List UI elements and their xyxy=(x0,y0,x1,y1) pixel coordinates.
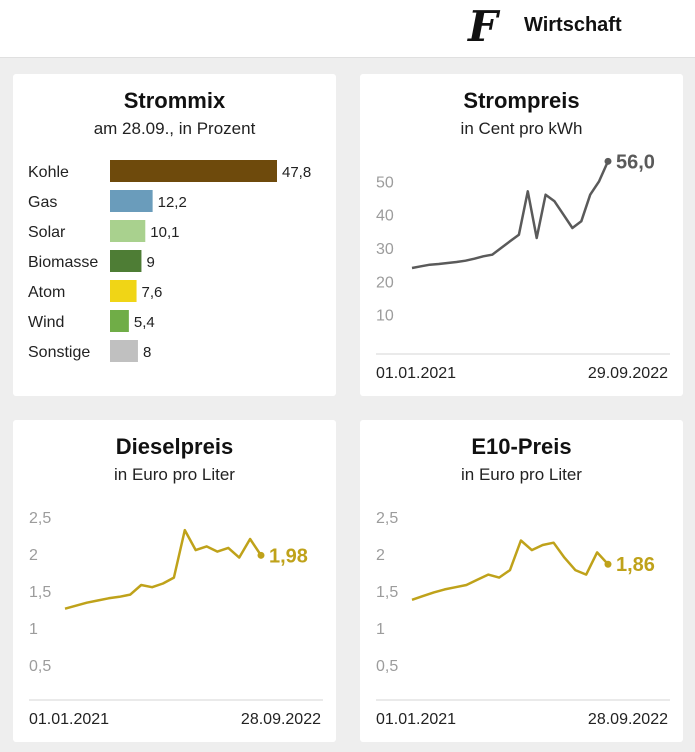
bar-nuclear xyxy=(110,280,137,302)
e10-chart: 0,5 1 1,5 2 2,5 01.01.2021 28.09.2022 1,86 xyxy=(376,510,670,728)
bar-value-label: 5,4 xyxy=(134,314,155,331)
bar-biomass xyxy=(110,250,142,272)
bar-value-label: 8 xyxy=(143,344,151,361)
series-end-dot xyxy=(604,157,612,165)
bar-value-label: 12,2 xyxy=(158,194,187,211)
y-tick-label: 2,5 xyxy=(376,510,398,527)
y-tick-label: 0,5 xyxy=(376,658,398,675)
bar-coal xyxy=(110,160,277,182)
bar-other xyxy=(110,340,138,362)
strommix-card: Strommix am 28.09., in Prozent Kohle 47,8… xyxy=(13,74,336,396)
series-line xyxy=(411,539,609,601)
series-end-label: 1,98 xyxy=(269,545,308,567)
y-tick-label: 2 xyxy=(29,547,38,564)
bar-category-label: Biomasse xyxy=(28,254,98,271)
x-tick-label-start: 01.01.2021 xyxy=(376,365,456,382)
strompreis-subtitle: in Cent pro kWh xyxy=(460,119,583,138)
series-line xyxy=(411,160,610,270)
bar-category-label: Atom xyxy=(28,284,65,301)
e10-title: E10-Preis xyxy=(471,434,572,459)
bar-value-label: 10,1 xyxy=(150,224,179,241)
y-tick-label: 20 xyxy=(376,274,394,291)
x-tick-label-start: 01.01.2021 xyxy=(29,711,109,728)
series-end-label: 1,86 xyxy=(616,554,655,576)
bar-wind xyxy=(110,310,129,332)
x-tick-label-start: 01.01.2021 xyxy=(376,711,456,728)
strompreis-chart: 10 20 30 40 50 01.01.2021 29.09.2022 56,0 xyxy=(376,151,670,382)
bar-category-label: Solar xyxy=(28,224,66,241)
strompreis-card: Strompreis in Cent pro kWh 10 20 30 40 50 01.… xyxy=(360,74,683,396)
bar-value-label: 7,6 xyxy=(142,284,163,301)
bar-category-label: Kohle xyxy=(28,164,69,181)
e10-card: E10-Preis in Euro pro Liter 0,5 1 1,5 2 2,5 0… xyxy=(360,420,683,742)
y-tick-label: 2,5 xyxy=(29,510,51,527)
y-tick-label: 50 xyxy=(376,174,394,191)
series-end-dot xyxy=(257,551,265,559)
y-tick-label: 30 xyxy=(376,241,394,258)
x-tick-label-end: 29.09.2022 xyxy=(588,365,668,382)
bar-value-label: 47,8 xyxy=(282,164,311,181)
series-end-label: 56,0 xyxy=(616,151,655,173)
y-tick-label: 40 xyxy=(376,208,394,225)
dieselpreis-chart: 0,5 1 1,5 2 2,5 01.01.2021 28.09.2022 1,98 xyxy=(29,510,323,728)
series-line xyxy=(64,528,263,610)
y-tick-label: 2 xyxy=(376,547,385,564)
e10-subtitle: in Euro pro Liter xyxy=(461,465,582,484)
bar-category-label: Wind xyxy=(28,314,64,331)
x-tick-label-end: 28.09.2022 xyxy=(241,711,321,728)
y-tick-label: 1 xyxy=(376,621,385,638)
y-tick-label: 10 xyxy=(376,308,394,325)
bar-gas xyxy=(110,190,153,212)
x-tick-label-end: 28.09.2022 xyxy=(588,711,668,728)
strommix-title: Strommix xyxy=(123,88,226,113)
dieselpreis-title: Dieselpreis xyxy=(115,434,234,459)
y-tick-label: 1,5 xyxy=(376,584,398,601)
strommix-subtitle: am 28.09., in Prozent xyxy=(93,119,256,138)
bar-category-label: Gas xyxy=(28,194,57,211)
strommix-chart: Kohle 47,8 Gas 12,2 Solar 10,1 Biomasse 9 Atom 7,… xyxy=(28,160,311,362)
section-title[interactable]: Wirtschaft xyxy=(524,14,622,36)
y-tick-label: 0,5 xyxy=(29,658,51,675)
dieselpreis-subtitle: in Euro pro Liter xyxy=(114,465,235,484)
site-header: F Wirtschaft xyxy=(0,0,695,58)
y-tick-label: 1 xyxy=(29,621,38,638)
strompreis-title: Strompreis xyxy=(463,88,580,113)
bar-value-label: 9 xyxy=(146,254,154,271)
faz-logo[interactable]: F xyxy=(468,2,498,51)
bar-category-label: Sonstige xyxy=(28,344,90,361)
series-end-dot xyxy=(604,560,612,568)
bar-solar xyxy=(110,220,146,242)
dieselpreis-card: Dieselpreis in Euro pro Liter 0,5 1 1,5 2 2,… xyxy=(13,420,336,742)
y-tick-label: 1,5 xyxy=(29,584,51,601)
